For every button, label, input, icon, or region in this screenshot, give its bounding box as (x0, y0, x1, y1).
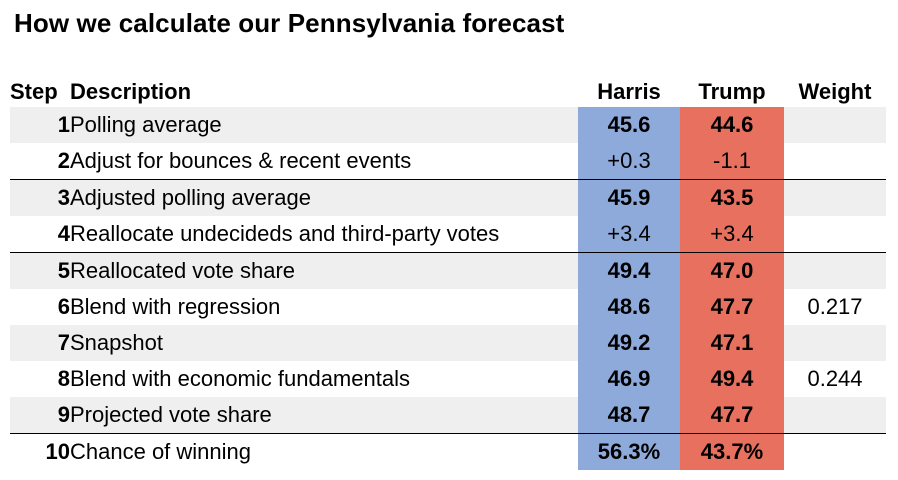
harris-value: 48.7 (578, 397, 680, 434)
step-description: Chance of winning (70, 433, 578, 470)
trump-value: 49.4 (680, 361, 784, 397)
table-row: 6 Blend with regression 48.6 47.7 0.217 (10, 289, 886, 325)
step-description: Blend with economic fundamentals (70, 361, 578, 397)
step-description: Reallocate undecideds and third-party vo… (70, 216, 578, 253)
trump-value: -1.1 (680, 143, 784, 180)
harris-value: 56.3% (578, 433, 680, 470)
step-number: 9 (10, 397, 70, 434)
header-weight: Weight (784, 77, 886, 107)
step-number: 4 (10, 216, 70, 253)
page-title: How we calculate our Pennsylvania foreca… (14, 8, 565, 38)
harris-value: 45.6 (578, 107, 680, 143)
weight-value (784, 397, 886, 434)
harris-value: 46.9 (578, 361, 680, 397)
header-trump: Trump (680, 77, 784, 107)
weight-value (784, 325, 886, 361)
trump-value: 47.7 (680, 289, 784, 325)
weight-value (784, 143, 886, 180)
harris-value: 49.4 (578, 252, 680, 289)
weight-value (784, 107, 886, 143)
weight-value: 0.217 (784, 289, 886, 325)
table-row: 7 Snapshot 49.2 47.1 (10, 325, 886, 361)
step-description: Reallocated vote share (70, 252, 578, 289)
table-row: 2 Adjust for bounces & recent events +0.… (10, 143, 886, 180)
table-row: 3 Adjusted polling average 45.9 43.5 (10, 179, 886, 216)
header-step: Step (10, 77, 70, 107)
trump-value: 47.0 (680, 252, 784, 289)
step-description: Polling average (70, 107, 578, 143)
weight-value (784, 252, 886, 289)
table-row: 9 Projected vote share 48.7 47.7 (10, 397, 886, 434)
trump-value: +3.4 (680, 216, 784, 253)
table-row: 1 Polling average 45.6 44.6 (10, 107, 886, 143)
table-row: 8 Blend with economic fundamentals 46.9 … (10, 361, 886, 397)
step-number: 8 (10, 361, 70, 397)
harris-value: 48.6 (578, 289, 680, 325)
weight-value (784, 216, 886, 253)
step-number: 7 (10, 325, 70, 361)
step-description: Projected vote share (70, 397, 578, 434)
harris-value: +3.4 (578, 216, 680, 253)
header-harris: Harris (578, 77, 680, 107)
header-description: Description (70, 77, 578, 107)
table-row: 4 Reallocate undecideds and third-party … (10, 216, 886, 253)
trump-value: 47.7 (680, 397, 784, 434)
harris-value: 49.2 (578, 325, 680, 361)
weight-value: 0.244 (784, 361, 886, 397)
harris-value: 45.9 (578, 179, 680, 216)
trump-value: 43.5 (680, 179, 784, 216)
step-description: Snapshot (70, 325, 578, 361)
table-row: 5 Reallocated vote share 49.4 47.0 (10, 252, 886, 289)
step-description: Adjust for bounces & recent events (70, 143, 578, 180)
weight-value (784, 433, 886, 470)
step-number: 10 (10, 433, 70, 470)
step-number: 3 (10, 179, 70, 216)
harris-value: +0.3 (578, 143, 680, 180)
forecast-table: Step Description Harris Trump Weight 1 P… (10, 77, 886, 470)
table-header-row: Step Description Harris Trump Weight (10, 77, 886, 107)
step-number: 5 (10, 252, 70, 289)
step-number: 6 (10, 289, 70, 325)
table-row: 10 Chance of winning 56.3% 43.7% (10, 433, 886, 470)
step-number: 2 (10, 143, 70, 180)
step-description: Adjusted polling average (70, 179, 578, 216)
step-description: Blend with regression (70, 289, 578, 325)
trump-value: 44.6 (680, 107, 784, 143)
step-number: 1 (10, 107, 70, 143)
trump-value: 47.1 (680, 325, 784, 361)
trump-value: 43.7% (680, 433, 784, 470)
weight-value (784, 179, 886, 216)
